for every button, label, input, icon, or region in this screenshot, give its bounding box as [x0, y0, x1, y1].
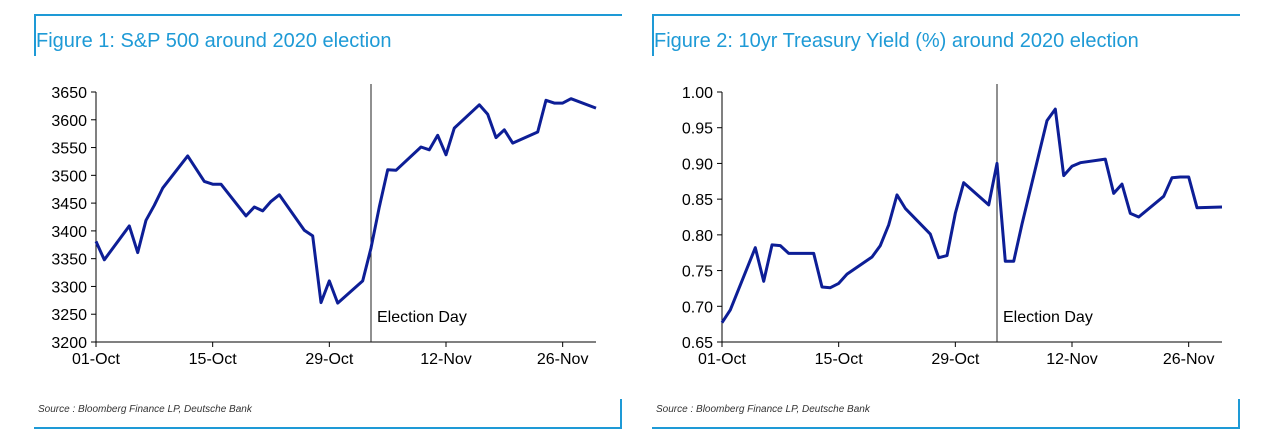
y-tick-label: 3250 [51, 307, 87, 324]
y-tick-label: 0.80 [682, 228, 713, 245]
panel-left-rule [34, 14, 36, 56]
y-tick-label: 3600 [51, 113, 87, 130]
y-tick-label: 3200 [51, 335, 87, 352]
x-tick-label: 15-Oct [189, 351, 238, 368]
y-tick-label: 0.75 [682, 264, 713, 281]
source-note: Source : Bloomberg Finance LP, Deutsche … [656, 404, 870, 415]
y-tick-label: 3650 [51, 85, 87, 102]
chart-title: Figure 1: S&P 500 around 2020 election [36, 30, 392, 52]
chart-panel-treasury-yield: Figure 2: 10yr Treasury Yield (%) around… [652, 14, 1240, 430]
panel-left-rule [652, 14, 654, 56]
chart-title: Figure 2: 10yr Treasury Yield (%) around… [654, 30, 1139, 52]
y-tick-label: 3550 [51, 141, 87, 158]
panel-right-rule [620, 399, 622, 429]
panel-right-rule [1238, 399, 1240, 429]
election-day-label: Election Day [377, 309, 467, 326]
source-note: Source : Bloomberg Finance LP, Deutsche … [38, 404, 252, 415]
panel-top-rule [34, 14, 622, 16]
y-tick-label: 3500 [51, 168, 87, 185]
y-tick-label: 3400 [51, 224, 87, 241]
panel-bottom-rule [34, 427, 622, 429]
y-tick-label: 1.00 [682, 85, 713, 102]
panel-bottom-rule [652, 427, 1240, 429]
y-tick-label: 3450 [51, 196, 87, 213]
x-tick-label: 29-Oct [305, 351, 354, 368]
x-tick-label: 01-Oct [698, 351, 747, 368]
series-line [94, 97, 597, 305]
y-tick-label: 0.95 [682, 121, 713, 138]
x-tick-label: 12-Nov [420, 351, 472, 368]
panel-top-rule [652, 14, 1240, 16]
x-tick-label: 15-Oct [815, 351, 864, 368]
series-line [720, 107, 1223, 324]
chart-panel-sp500: Figure 1: S&P 500 around 2020 election 3… [34, 14, 622, 430]
y-tick-label: 0.85 [682, 192, 713, 209]
election-day-label: Election Day [1003, 309, 1093, 326]
x-tick-label: 26-Nov [537, 351, 589, 368]
y-tick-label: 3300 [51, 279, 87, 296]
x-tick-label: 01-Oct [72, 351, 121, 368]
y-tick-label: 0.90 [682, 156, 713, 173]
y-tick-label: 0.70 [682, 299, 713, 316]
y-tick-label: 3350 [51, 252, 87, 269]
x-tick-label: 12-Nov [1046, 351, 1098, 368]
line-chart-treasury-yield: 0.65 0.70 0.75 0.80 0.85 0.90 0.95 1.00 01-Oct 15… [682, 84, 1223, 368]
y-tick-label: 0.65 [682, 335, 713, 352]
x-tick-label: 29-Oct [931, 351, 980, 368]
line-chart-sp500: 3200 3250 3300 3350 3400 3450 3500 3550 3600 3650… [51, 84, 597, 368]
x-tick-label: 26-Nov [1163, 351, 1215, 368]
